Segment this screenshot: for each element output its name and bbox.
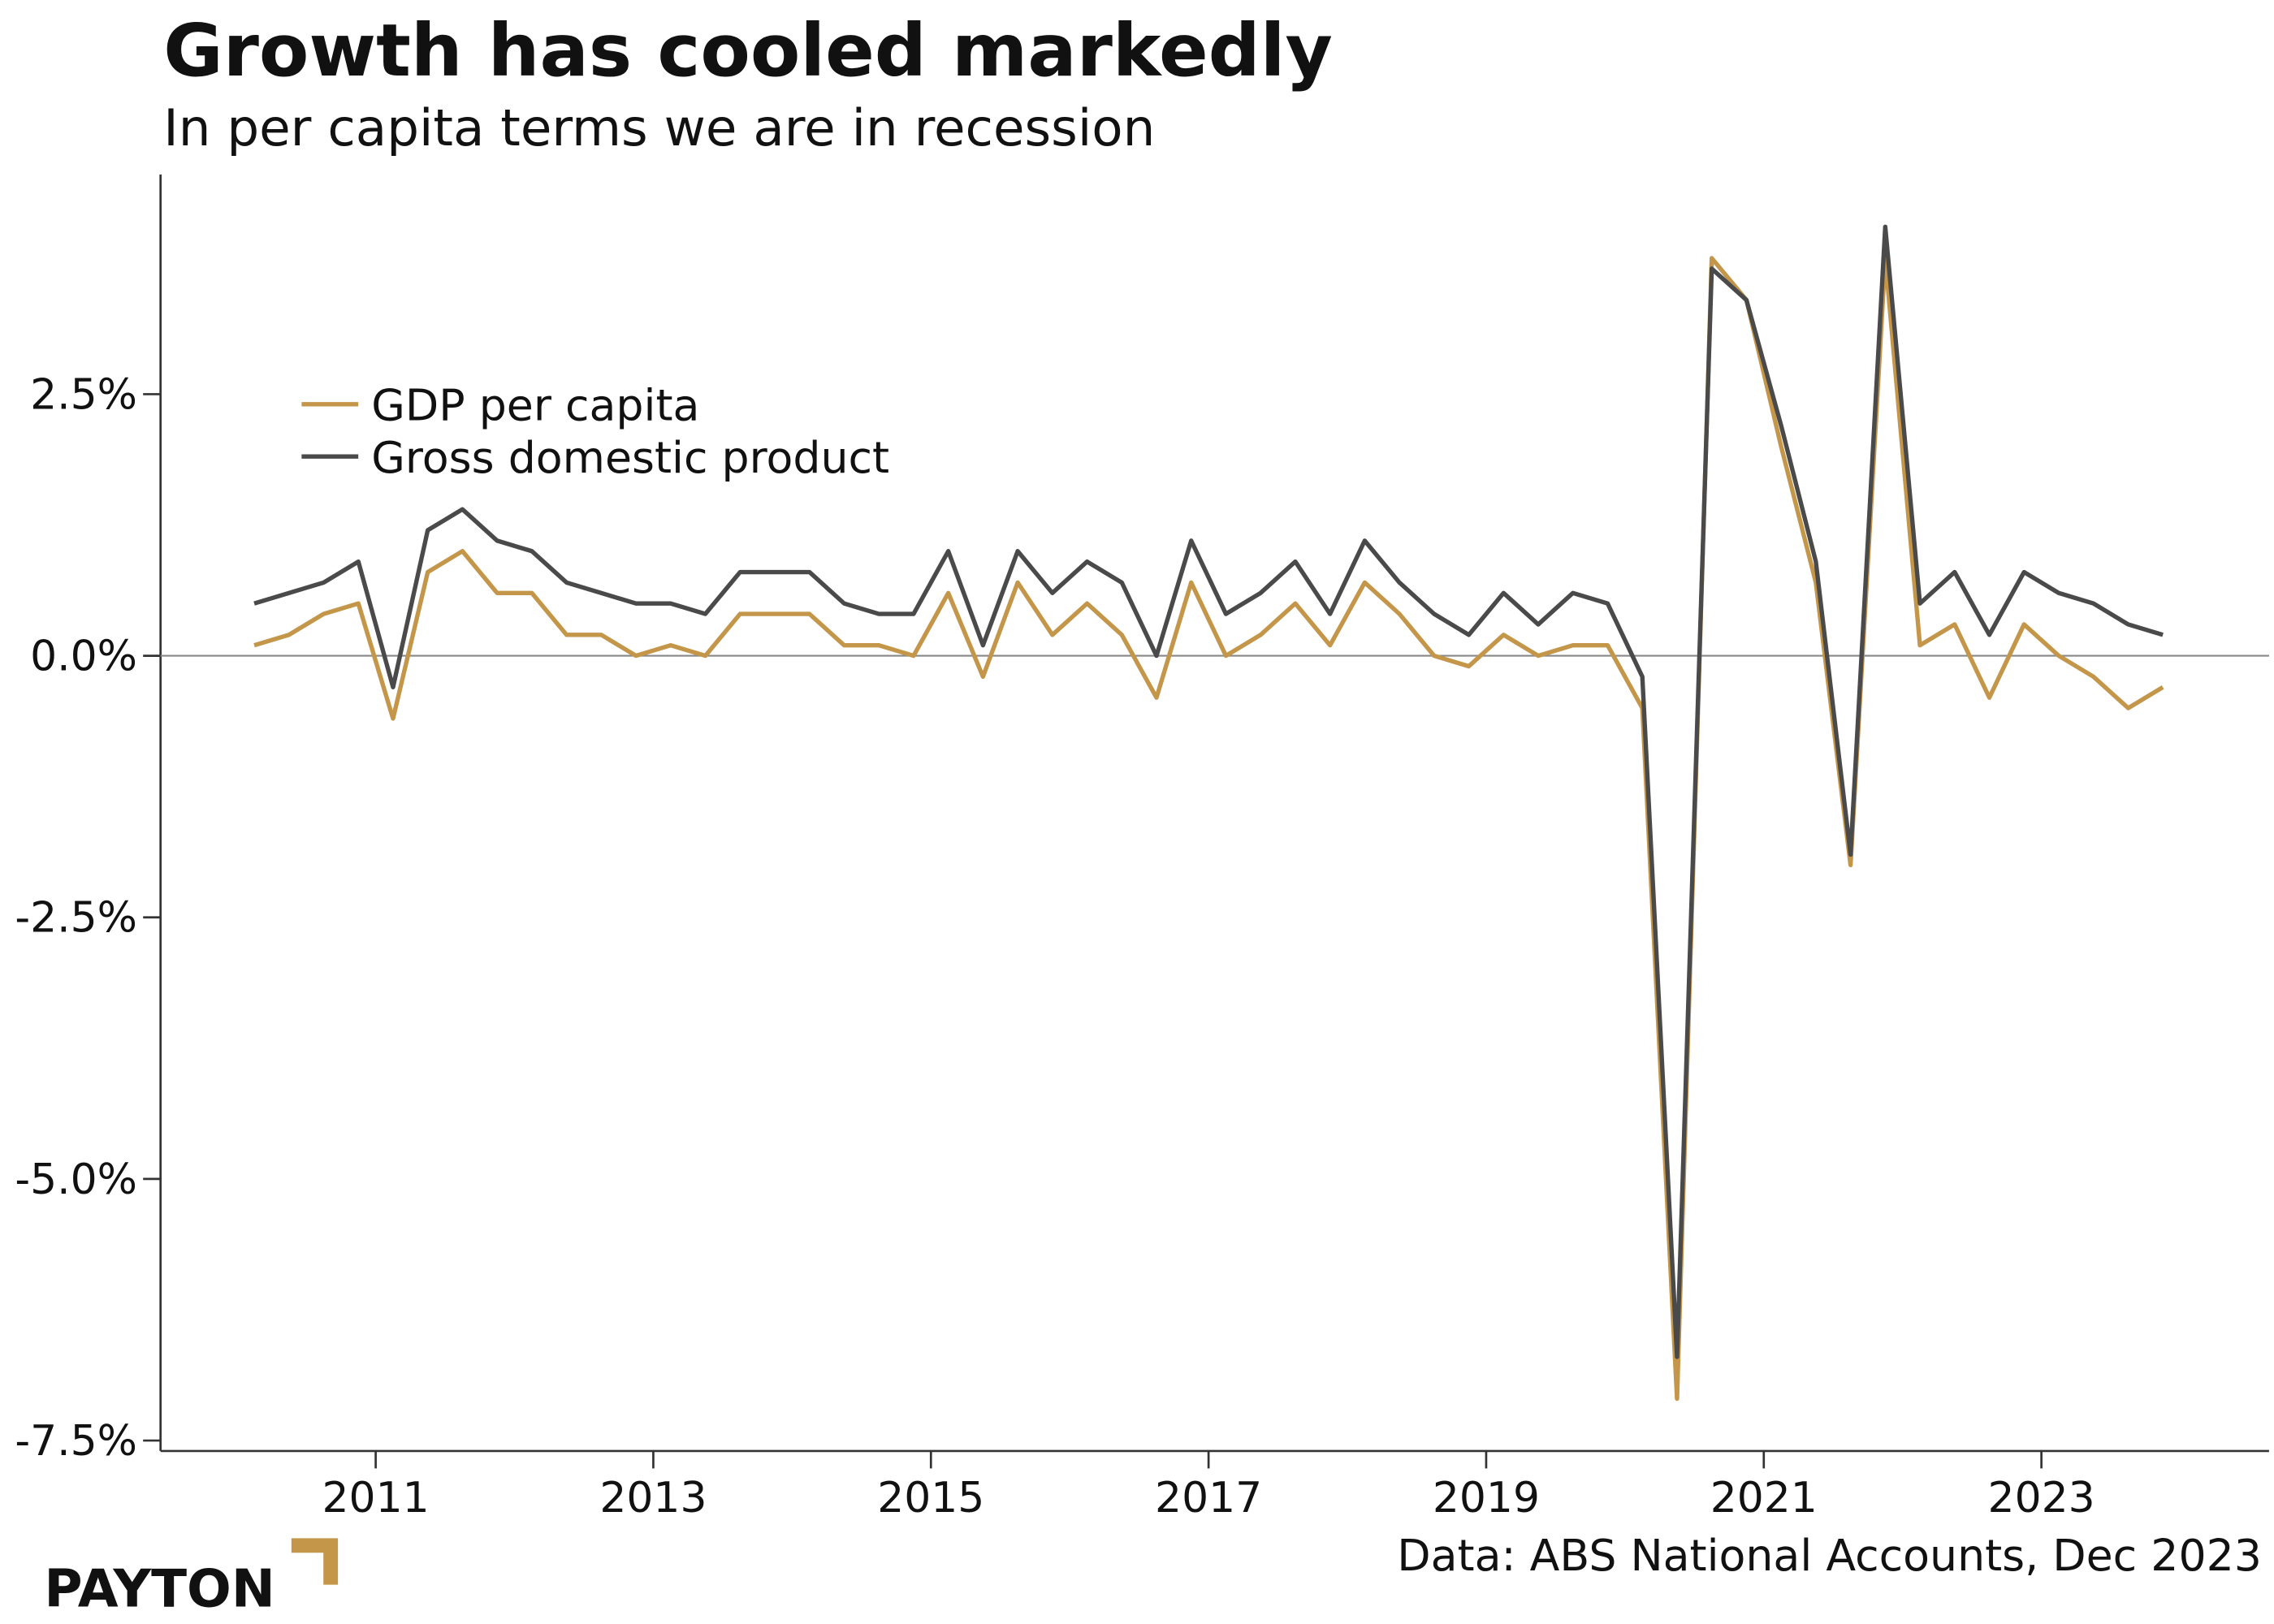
y-tick-label: 2.5% — [30, 370, 137, 419]
logo-mark — [291, 1538, 339, 1585]
x-tick-label: 2019 — [1433, 1474, 1540, 1522]
legend-label: GDP per capita — [371, 379, 699, 430]
series-line — [253, 224, 2164, 1359]
y-tick-label: -5.0% — [15, 1155, 137, 1204]
x-tick-label: 2017 — [1155, 1474, 1262, 1522]
chart-subtitle: In per capita terms we are in recession — [163, 98, 1155, 158]
chart-title: Growth has cooled markedly — [163, 9, 1333, 93]
x-tick-label: 2023 — [1988, 1474, 2095, 1522]
x-tick-label: 2011 — [322, 1474, 430, 1522]
source-note: Data: ABS National Accounts, Dec 2023 — [1397, 1530, 2262, 1581]
y-tick-label: -7.5% — [15, 1417, 137, 1466]
y-tick-label: -2.5% — [15, 894, 137, 943]
x-tick-label: 2021 — [1710, 1474, 1818, 1522]
legend-label: Gross domestic product — [371, 432, 889, 483]
y-tick-label: 0.0% — [30, 633, 137, 681]
x-tick-label: 2013 — [599, 1474, 707, 1522]
x-tick-label: 2015 — [877, 1474, 984, 1522]
logo: PAYTON — [44, 1559, 275, 1620]
